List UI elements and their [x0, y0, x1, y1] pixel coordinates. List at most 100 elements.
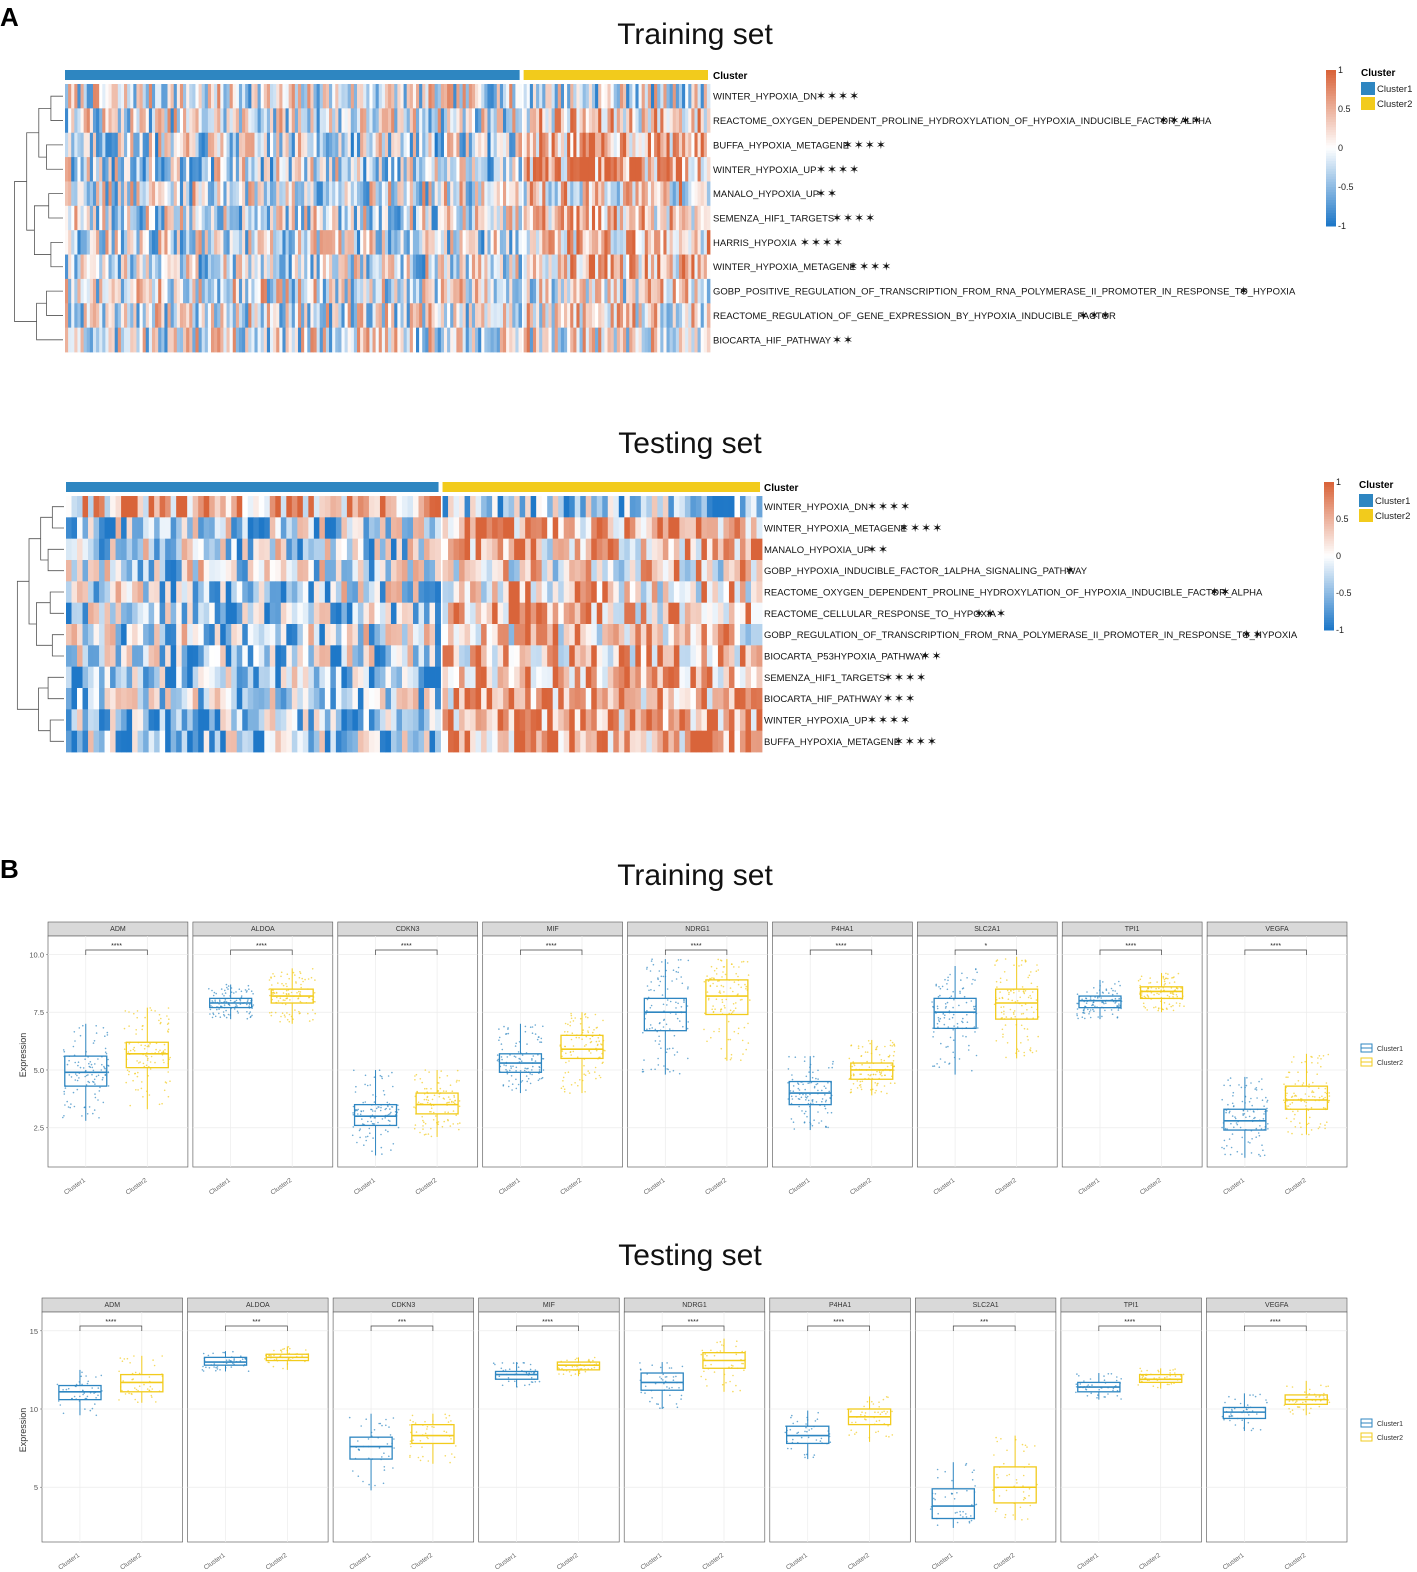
data-point — [223, 1004, 226, 1006]
heatmap-cell — [330, 730, 337, 753]
data-point — [459, 1122, 461, 1124]
heatmap-cell — [192, 666, 199, 689]
heatmap-cell — [453, 84, 457, 109]
colorbar-tick: -1 — [1336, 625, 1344, 635]
heatmap-cell — [263, 84, 268, 109]
heatmap-cell — [341, 517, 348, 540]
heatmap-cell — [155, 181, 159, 207]
heatmap-cell — [242, 84, 246, 109]
heatmap-cell — [691, 303, 695, 329]
heatmap-cell — [223, 327, 227, 353]
heatmap-cell — [201, 132, 206, 158]
heatmap-cell — [381, 254, 386, 280]
heatmap-cell — [529, 254, 534, 280]
heatmap-cell — [471, 230, 476, 255]
heatmap-cell — [329, 303, 333, 329]
heatmap-cell — [132, 560, 139, 582]
heatmap-cell — [509, 181, 513, 207]
heatmap-cell — [301, 132, 305, 158]
heatmap-cell — [613, 645, 620, 668]
heatmap-cell — [335, 688, 342, 710]
heatmap-cell — [675, 230, 680, 255]
heatmap-cell — [471, 181, 476, 207]
heatmap-cell — [270, 230, 274, 255]
data-point — [238, 988, 241, 990]
data-point — [373, 1117, 376, 1119]
heatmap-cell — [610, 327, 615, 353]
heatmap-cell — [291, 624, 298, 646]
data-point — [583, 1064, 585, 1067]
heatmap-cell — [397, 230, 401, 255]
heatmap-cell — [601, 108, 605, 134]
heatmap-cell — [703, 327, 708, 353]
heatmap-cell — [640, 496, 647, 518]
data-point — [521, 1080, 524, 1082]
heatmap-cell — [579, 303, 584, 329]
heatmap-cell — [669, 205, 674, 231]
heatmap-cell — [214, 560, 221, 582]
heatmap-cell — [350, 108, 355, 134]
heatmap-cell — [102, 181, 106, 207]
heatmap-cell — [96, 132, 100, 158]
heatmap-cell — [332, 278, 336, 304]
heatmap-cell — [204, 108, 209, 134]
heatmap-cell — [526, 181, 531, 207]
heatmap-cell — [238, 108, 243, 134]
heatmap-cell — [717, 602, 724, 625]
heatmap-cell — [424, 496, 430, 518]
heatmap-cell — [569, 602, 576, 625]
heatmap-cell — [137, 666, 144, 689]
data-point — [228, 1004, 231, 1007]
data-point — [501, 1048, 504, 1051]
heatmap-cell — [591, 254, 596, 280]
heatmap-cell — [207, 181, 212, 207]
heatmap-cell — [378, 303, 383, 329]
heatmap-cell — [231, 517, 238, 540]
heatmap-cell — [569, 709, 576, 732]
heatmap-cell — [492, 496, 499, 518]
heatmap-cell — [203, 496, 210, 518]
heatmap-cell — [198, 517, 205, 540]
heatmap-cell — [453, 624, 460, 646]
heatmap-cell — [132, 688, 139, 710]
data-point — [570, 1012, 572, 1015]
heatmap-cell — [301, 327, 305, 353]
heatmap-cell — [159, 688, 166, 710]
data-point — [565, 1061, 567, 1064]
heatmap-cell — [375, 132, 380, 158]
heatmap-cell — [77, 645, 83, 668]
heatmap-cell — [519, 602, 526, 625]
heatmap-cell — [291, 709, 298, 732]
significance-label: **** — [111, 943, 122, 950]
heatmap-cell — [728, 581, 735, 604]
heatmap-cell — [164, 327, 168, 353]
training-cluster-track-label: Cluster — [713, 71, 748, 82]
colorbar-segment — [1326, 114, 1336, 118]
heatmap-cell — [541, 624, 548, 646]
heatmap-cell — [203, 709, 210, 732]
facet-gene-label: ADM — [110, 926, 126, 933]
data-point — [155, 1048, 157, 1051]
data-point — [589, 1037, 591, 1040]
heatmap-cell — [148, 666, 155, 689]
heatmap-cell — [595, 181, 599, 207]
heatmap-cell — [104, 624, 111, 646]
heatmap-cell — [114, 205, 119, 231]
heatmap-cell — [82, 517, 89, 540]
heatmap-cell — [706, 624, 713, 646]
data-point — [389, 1112, 391, 1115]
heatmap-cell — [142, 254, 147, 280]
heatmap-cell — [82, 688, 89, 710]
heatmap-cell — [165, 709, 172, 732]
heatmap-cell — [275, 517, 282, 540]
heatmap-cell — [629, 496, 636, 518]
data-point — [239, 1000, 242, 1002]
data-point — [356, 1141, 358, 1144]
data-point — [98, 1117, 100, 1119]
heatmap-cell — [496, 327, 501, 353]
heatmap-cell — [161, 205, 165, 231]
heatmap-cell — [332, 205, 336, 231]
colorbar-tick: 0 — [1338, 143, 1343, 153]
heatmap-cell — [585, 303, 590, 329]
data-point — [141, 1025, 144, 1027]
